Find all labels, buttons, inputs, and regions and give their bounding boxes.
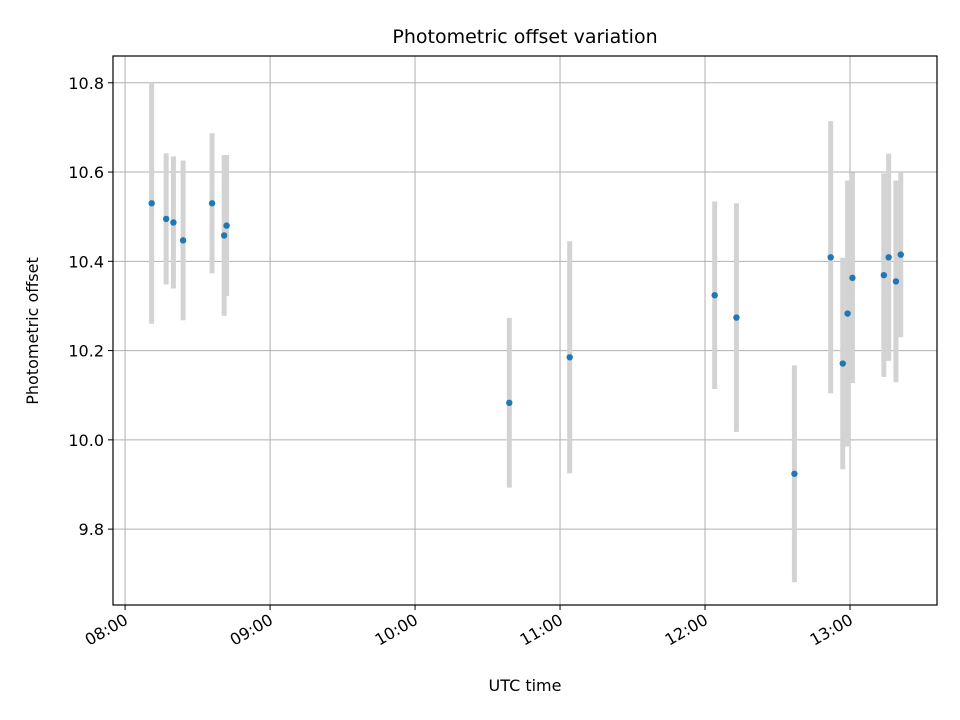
data-point (220, 232, 228, 239)
data-point (827, 254, 834, 261)
y-tick-label: 10.0 (68, 431, 104, 450)
data-point (791, 470, 798, 477)
data-point (844, 310, 851, 317)
data-point (223, 222, 230, 229)
data-point (892, 278, 900, 285)
data-point (897, 251, 904, 258)
data-point (880, 271, 888, 279)
plot-area (113, 56, 937, 605)
data-point (566, 354, 573, 361)
data-point (208, 200, 216, 207)
x-tick-label: 11:00 (517, 610, 566, 650)
data-point (849, 274, 856, 282)
y-axis-label: Photometric offset (23, 257, 42, 405)
data-point (179, 237, 187, 244)
y-tick-label: 10.8 (68, 74, 104, 93)
y-tick-label: 10.6 (68, 163, 104, 182)
y-tick-label: 9.8 (79, 520, 104, 539)
x-axis-label: UTC time (489, 676, 562, 695)
x-tick-label: 10:00 (372, 610, 421, 650)
y-tick-label: 10.2 (68, 342, 104, 361)
x-axis-ticks: 08:00 09:00 10:00 11:00 12:00 13:00 (82, 605, 856, 650)
y-tick-label: 10.4 (68, 252, 104, 271)
x-tick-label: 08:00 (82, 610, 131, 650)
data-point (733, 314, 740, 321)
data-point (506, 399, 513, 407)
x-tick-label: 13:00 (807, 610, 856, 650)
x-tick-label: 09:00 (227, 610, 276, 650)
y-axis-ticks: 9.8 10.0 10.2 10.4 10.6 10.8 (68, 74, 113, 539)
data-points (148, 200, 904, 477)
data-point (885, 254, 892, 261)
data-point (170, 219, 177, 226)
data-point (162, 215, 170, 223)
x-tick-label: 12:00 (662, 610, 711, 650)
data-point (839, 360, 846, 367)
plot-frame (112, 55, 938, 606)
data-point (711, 292, 718, 299)
chart-title: Photometric offset variation (392, 26, 657, 48)
data-point (148, 200, 155, 207)
